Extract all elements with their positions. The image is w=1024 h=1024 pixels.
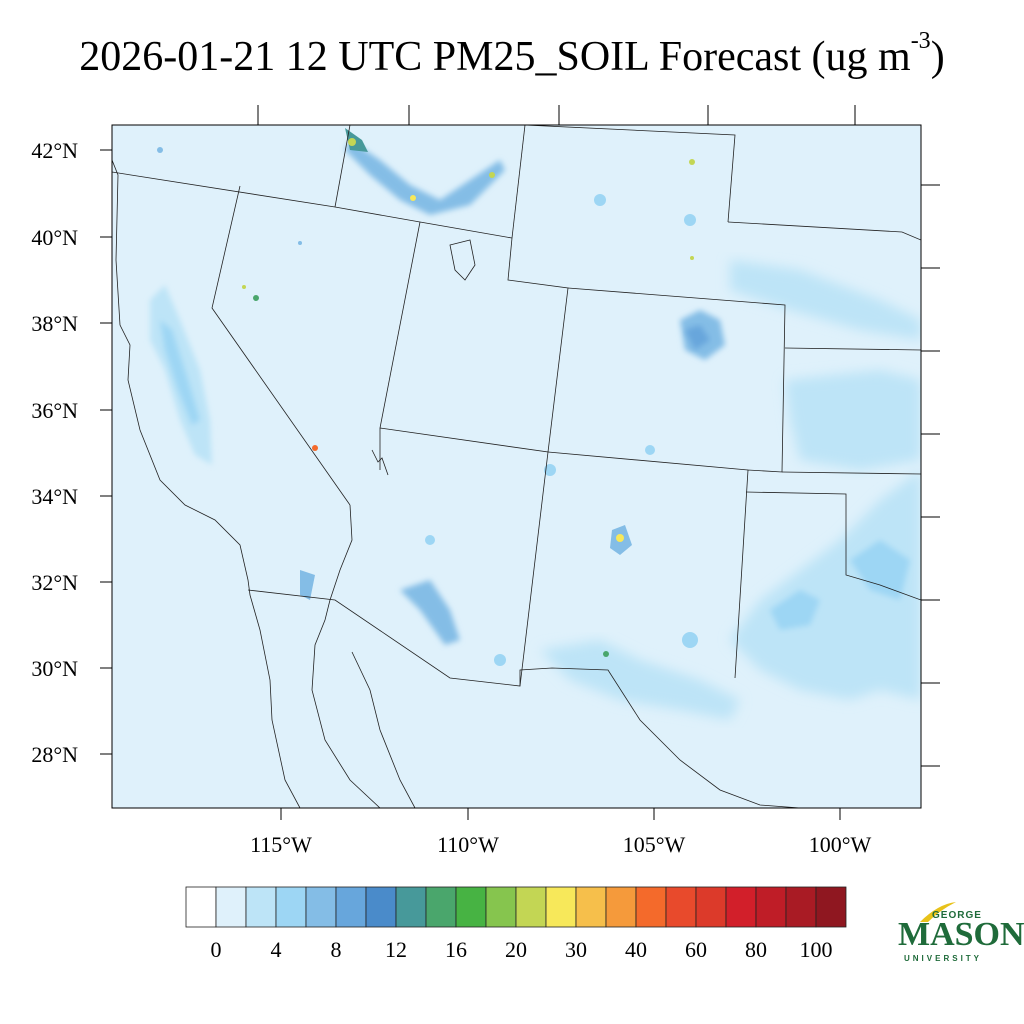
colorbar-tick-label: 40 xyxy=(625,937,647,962)
colorbar-swatch xyxy=(785,886,817,928)
lat-label-32: 32°N xyxy=(31,570,78,595)
colorbar-swatch xyxy=(515,886,547,928)
colorbar-swatch xyxy=(485,886,517,928)
map-background xyxy=(112,125,921,808)
colorbar-swatch xyxy=(275,886,307,928)
colorbar-swatch xyxy=(575,886,607,928)
lat-label-40: 40°N xyxy=(31,225,78,250)
lat-label-36: 36°N xyxy=(31,398,78,423)
lat-label-42: 42°N xyxy=(31,138,78,163)
colorbar-tick-label: 12 xyxy=(385,937,407,962)
colorbar-swatch xyxy=(755,886,787,928)
colorbar-tick-label: 60 xyxy=(685,937,707,962)
lon-label-105w: 105°W xyxy=(622,832,686,857)
colorbar-swatch xyxy=(635,886,667,928)
lon-label-115w: 115°W xyxy=(250,832,312,857)
colorbar-tick-label: 4 xyxy=(270,937,282,962)
colorbar-swatch xyxy=(365,886,397,928)
colorbar-swatch xyxy=(665,886,697,928)
colorbar-tick-label: 100 xyxy=(799,937,833,962)
title-superscript: -3 xyxy=(910,28,931,54)
colorbar-tick-label: 20 xyxy=(505,937,527,962)
logo-line-mason: MASON xyxy=(898,916,1024,953)
colorbar-swatch xyxy=(425,886,457,928)
colorbar-swatch xyxy=(335,886,367,928)
logo-line-university: UNIVERSITY xyxy=(904,954,983,963)
gmu-logo: GEORGE MASON UNIVERSITY xyxy=(896,900,1024,970)
lat-label-30: 30°N xyxy=(31,656,78,681)
tick-marks xyxy=(100,105,940,820)
logo-swoosh-icon xyxy=(920,902,956,922)
colorbar-swatch xyxy=(815,886,847,928)
lat-label-28: 28°N xyxy=(31,742,78,767)
colorbar xyxy=(185,886,847,928)
colorbar-tick-label: 8 xyxy=(330,937,342,962)
pm25-concentration-field xyxy=(150,128,921,720)
title-text: 2026-01-21 12 UTC PM25_SOIL Forecast (ug… xyxy=(79,34,911,80)
colorbar-swatch xyxy=(605,886,637,928)
lat-label-38: 38°N xyxy=(31,311,78,336)
colorbar-tick-label: 0 xyxy=(210,937,222,962)
colorbar-swatch xyxy=(395,886,427,928)
lon-label-100w: 100°W xyxy=(808,832,872,857)
map-frame xyxy=(111,124,922,809)
colorbar-swatch xyxy=(185,886,217,928)
logo-line-george: GEORGE xyxy=(932,910,982,921)
colorbar-swatch xyxy=(245,886,277,928)
colorbar-swatch xyxy=(305,886,337,928)
colorbar-tick-label: 30 xyxy=(565,937,587,962)
title-close: ) xyxy=(930,34,945,80)
lon-label-110w: 110°W xyxy=(437,832,499,857)
colorbar-swatch xyxy=(725,886,757,928)
colorbar-swatch xyxy=(545,886,577,928)
chart-title: 2026-01-21 12 UTC PM25_SOIL Forecast (ug… xyxy=(0,28,1024,81)
colorbar-tick-label: 80 xyxy=(745,937,767,962)
colorbar-swatch xyxy=(455,886,487,928)
lat-label-34: 34°N xyxy=(31,484,78,509)
colorbar-swatch xyxy=(215,886,247,928)
boundary-lines xyxy=(112,125,921,808)
colorbar-tick-label: 16 xyxy=(445,937,467,962)
colorbar-swatch xyxy=(695,886,727,928)
